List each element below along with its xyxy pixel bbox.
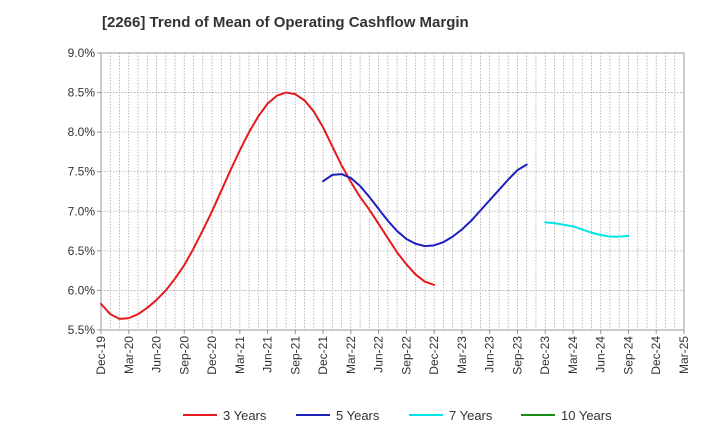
x-tick-label: Mar-24 [566, 336, 580, 374]
x-tick-label: Dec-24 [649, 336, 663, 375]
x-tick-label: Dec-23 [538, 336, 552, 375]
series-line-7-years [544, 221, 630, 238]
y-tick-label: 7.0% [68, 204, 96, 218]
x-tick-label: Sep-24 [621, 336, 635, 375]
x-tick-label: Jun-23 [483, 336, 497, 373]
legend-label-5-years: 5 Years [336, 408, 380, 423]
legend: 3 Years 5 Years 7 Years 10 Years [183, 408, 612, 423]
legend-label-7-years: 7 Years [449, 408, 493, 423]
x-tick-label: Dec-20 [205, 336, 219, 375]
y-tick-label: 8.0% [68, 125, 96, 139]
x-tick-label: Mar-25 [677, 336, 691, 374]
x-tick-label: Mar-21 [233, 336, 247, 374]
x-tick-label: Sep-22 [399, 336, 413, 375]
x-tick-label: Dec-21 [316, 336, 330, 375]
y-tick-label: 6.0% [68, 283, 96, 297]
y-axis-ticks: 5.5% 6.0% 6.5% 7.0% 7.5% 8.0% 8.5% 9.0% [68, 46, 101, 337]
chart-title: [2266] Trend of Mean of Operating Cashfl… [102, 14, 469, 31]
y-tick-label: 8.5% [68, 86, 96, 100]
legend-label-3-years: 3 Years [223, 408, 267, 423]
x-tick-label: Sep-23 [510, 336, 524, 375]
x-tick-label: Jun-21 [261, 336, 275, 373]
series-lines [100, 91, 630, 320]
series-line-3-years [100, 91, 436, 320]
x-tick-label: Dec-19 [94, 336, 108, 375]
series-line-5-years [322, 163, 528, 248]
x-tick-label: Jun-20 [150, 336, 164, 373]
x-tick-label: Dec-22 [427, 336, 441, 375]
x-axis-ticks: Dec-19 Mar-20 Jun-20 Sep-20 Dec-20 Mar-21 Jun-… [94, 330, 691, 375]
plot-area-frame [100, 52, 685, 331]
x-tick-label: Mar-22 [344, 336, 358, 374]
legend-label-10-years: 10 Years [561, 408, 612, 423]
x-tick-label: Mar-20 [122, 336, 136, 374]
x-tick-label: Sep-21 [288, 336, 302, 375]
x-tick-label: Mar-23 [455, 336, 469, 374]
x-tick-label: Sep-20 [177, 336, 191, 375]
x-tick-label: Jun-24 [594, 336, 608, 373]
grid [101, 53, 684, 330]
x-tick-label: Jun-22 [372, 336, 386, 373]
y-tick-label: 6.5% [68, 244, 96, 258]
y-tick-label: 9.0% [68, 46, 96, 60]
y-tick-label: 7.5% [68, 165, 96, 179]
y-tick-label: 5.5% [68, 323, 96, 337]
